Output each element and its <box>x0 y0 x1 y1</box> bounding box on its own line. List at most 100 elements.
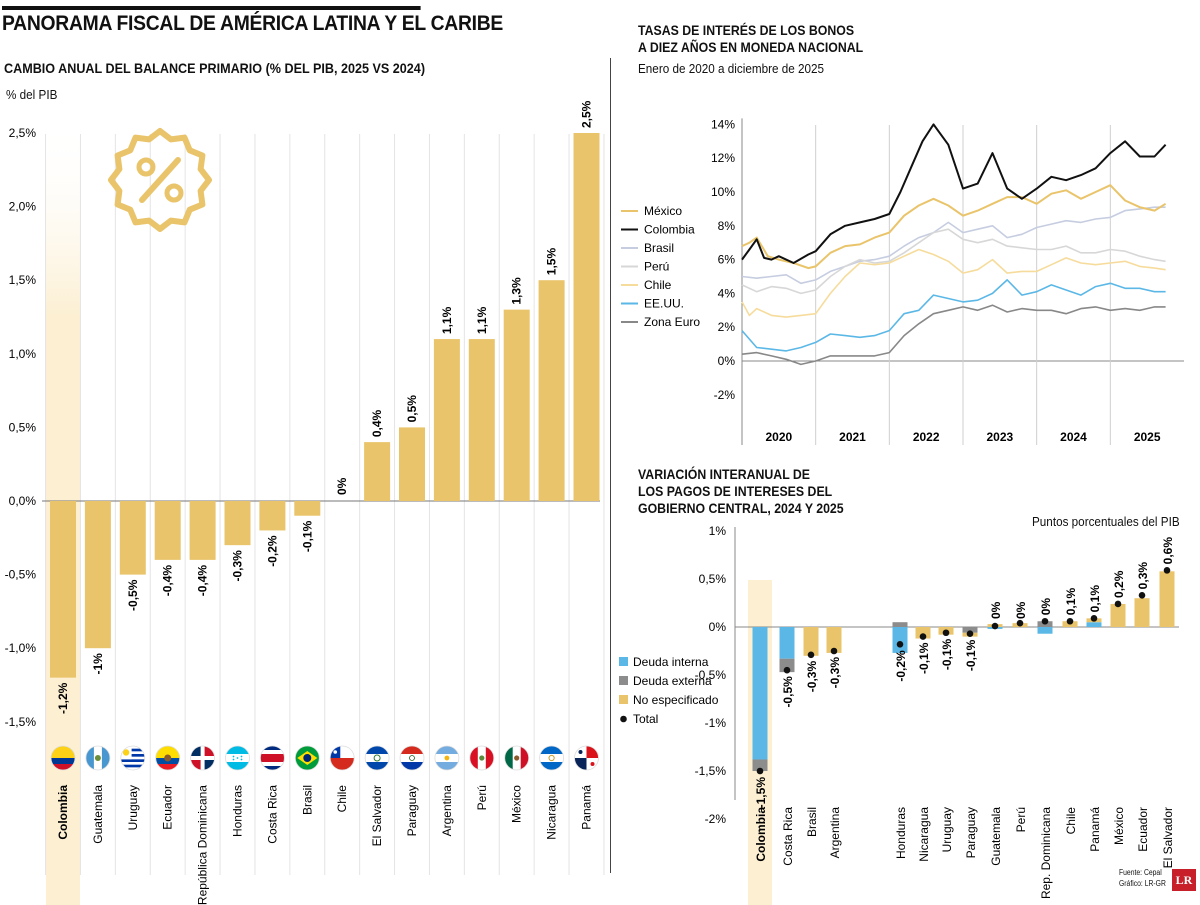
costa-rica-flag-icon <box>259 745 285 771</box>
bar-segment-internal <box>1086 622 1102 627</box>
panama-flag-icon <box>574 745 599 771</box>
total-value-label: -1,5% <box>754 777 768 809</box>
y-tick-label: 6% <box>718 253 736 267</box>
category-label: México <box>1112 807 1126 845</box>
brazil-flag-icon <box>294 745 320 771</box>
honduras-flag-icon <box>225 745 250 771</box>
total-value-label: -0,1% <box>964 639 978 671</box>
uruguay-flag-icon <box>120 745 146 771</box>
y-tick-label: 0,5% <box>699 572 727 586</box>
left-chart-title: CAMBIO ANUAL DEL BALANCE PRIMARIO (% DEL… <box>4 60 426 76</box>
category-label: El Salvador <box>1161 807 1175 868</box>
bar-segment-unspecified <box>803 627 819 656</box>
y-tick-label: -0,5% <box>5 568 37 582</box>
peru-flag-icon <box>469 745 495 771</box>
total-dot <box>1090 615 1098 622</box>
bond-chart-subtitle: Enero de 2020 a diciembre de 2025 <box>638 61 825 76</box>
total-dot <box>919 633 927 640</box>
bar-value-label: 1,5% <box>545 248 559 276</box>
category-label: Guatemala <box>989 807 1003 866</box>
bar-value-label: -0,1% <box>300 520 314 552</box>
legend-label: Chile <box>644 278 672 292</box>
total-dot <box>896 640 904 648</box>
category-label: República Dominicana <box>196 785 210 905</box>
bar-value-label: -0,4% <box>196 565 210 597</box>
bar-value-label: -1,2% <box>56 682 70 714</box>
total-dot <box>807 651 815 659</box>
chile-flag-icon <box>329 745 355 771</box>
nicaragua-flag-icon <box>539 745 564 771</box>
bar-segment-external <box>752 759 768 771</box>
category-label: Argentina <box>440 785 454 837</box>
bond-chart-title-line2: A DIEZ AÑOS EN MONEDA NACIONAL <box>638 39 864 55</box>
x-tick-label: 2021 <box>839 430 866 444</box>
legend-label: Colombia <box>644 223 695 237</box>
y-tick-label: 1,5% <box>9 273 37 287</box>
lr-logo: LR <box>1172 869 1196 891</box>
ecuador-flag-icon <box>155 745 181 771</box>
x-tick-label: 2024 <box>1060 430 1087 444</box>
bar-segment-unspecified <box>826 627 842 653</box>
legend-label: Deuda externa <box>633 674 712 688</box>
mexico-flag-icon <box>504 745 530 771</box>
category-label: Honduras <box>894 807 908 859</box>
category-label: Argentina <box>828 807 842 859</box>
category-label: El Salvador <box>370 785 384 846</box>
y-tick-label: -1,5% <box>5 715 37 729</box>
total-value-label: -0,3% <box>828 657 842 689</box>
category-label: Uruguay <box>940 807 954 852</box>
total-dot <box>1016 619 1024 627</box>
bar-segment-unspecified <box>915 627 931 639</box>
category-label: Nicaragua <box>917 807 931 862</box>
bar-panamá <box>573 133 600 501</box>
category-label: Costa Rica <box>781 807 795 866</box>
category-label: Rep. Dominicana <box>1039 807 1053 899</box>
y-tick-label: 0,0% <box>9 494 37 508</box>
argentina-flag-icon <box>434 745 460 771</box>
el-salvador-flag-icon <box>364 745 390 771</box>
bar-value-label: 0% <box>335 477 349 495</box>
total-dot <box>1114 600 1122 608</box>
panel-divider <box>610 58 611 873</box>
bar-value-label: -1% <box>91 653 105 675</box>
bar-ecuador <box>154 501 181 560</box>
bond-chart-title-line1: TASAS DE INTERÉS DE LOS BONOS <box>638 22 855 38</box>
category-label: Colombia <box>56 785 70 840</box>
total-dot <box>966 630 974 638</box>
bar-value-label: -0,4% <box>161 565 175 597</box>
bar-segment-internal <box>1037 627 1053 634</box>
category-label: Panamá <box>580 785 594 830</box>
y-tick-label: 2% <box>718 320 736 334</box>
bar-república-dominicana <box>189 501 216 560</box>
category-label: México <box>510 785 524 823</box>
y-tick-label: 0% <box>709 620 727 634</box>
bar-argentina <box>433 339 460 501</box>
category-label: Perú <box>475 785 489 810</box>
y-tick-label: 0% <box>718 354 736 368</box>
total-dot <box>942 629 950 637</box>
category-label: Paraguay <box>964 807 978 858</box>
bar-value-label: -0,3% <box>231 550 245 582</box>
total-dot <box>756 767 764 775</box>
colombia-flag-icon <box>50 745 76 771</box>
bar-value-label: 0,4% <box>370 409 384 437</box>
bar-guatemala <box>84 501 111 649</box>
interest-chart-title-line2: LOS PAGOS DE INTERESES DEL <box>638 483 833 499</box>
bar-segment-unspecified <box>1134 598 1150 627</box>
bar-segment-unspecified <box>1159 571 1175 627</box>
series-line-chile <box>741 248 1166 318</box>
total-value-label: 0,6% <box>1161 537 1175 565</box>
bar-value-label: 0,5% <box>405 395 419 423</box>
bar-value-label: 1,1% <box>440 306 454 334</box>
interest-chart-unit: Puntos porcentuales del PIB <box>1032 514 1180 529</box>
y-tick-label: -2% <box>714 388 736 402</box>
bar-segment-internal <box>892 627 908 653</box>
total-value-label: -0,5% <box>781 676 795 708</box>
category-label: Chile <box>1064 807 1078 835</box>
category-label: Ecuador <box>1136 807 1150 852</box>
y-tick-label: 2,0% <box>9 200 37 214</box>
legend-swatch <box>619 695 628 704</box>
legend-label: Deuda interna <box>633 655 709 669</box>
left-chart-unit: % del PIB <box>6 87 58 102</box>
total-value-label: 0% <box>1039 598 1053 616</box>
